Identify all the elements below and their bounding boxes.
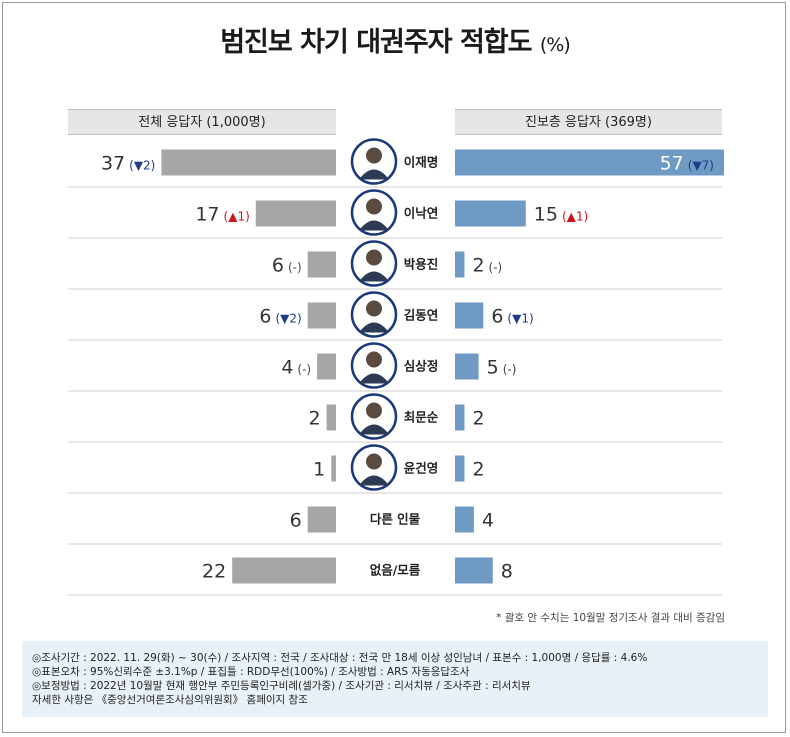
right-value-label: 6 (▼1) <box>491 306 533 328</box>
right-bar <box>455 353 479 380</box>
left-bar <box>317 353 336 380</box>
left-bar <box>307 251 336 278</box>
right-value-label: 8 <box>501 561 513 583</box>
left-bar <box>331 455 336 482</box>
left-bar <box>255 200 336 227</box>
right-value-label: 2 <box>472 459 484 481</box>
photo-body-shape <box>359 169 389 180</box>
left-value-label: 4 (-) <box>281 357 311 379</box>
chart-title: 범진보 차기 대권주자 적합도 (%) <box>0 20 790 59</box>
survey-info-line: 자세한 사항은 《중앙선거여론조사심의위원회》 홈페이지 참조 <box>32 694 308 706</box>
left-value-label: 22 <box>202 561 226 583</box>
candidate-name: 최문순 <box>404 410 439 425</box>
right-value-label: 4 <box>482 510 494 532</box>
candidate-name: 박용진 <box>404 257 439 272</box>
right-bar <box>455 557 493 584</box>
candidate-name: 심상정 <box>404 359 439 374</box>
left-value-label: 6 (▼2) <box>259 306 301 328</box>
left-value-label: 6 (-) <box>272 255 302 277</box>
photo-head-shape <box>366 249 382 266</box>
right-value-label: 2 <box>472 408 484 430</box>
photo-head-shape <box>366 453 382 470</box>
left-value-label: 37 (▼2) <box>101 153 155 175</box>
candidate-name: 윤건영 <box>404 461 439 476</box>
photo-body-shape <box>359 220 389 231</box>
photo-head-shape <box>366 351 382 368</box>
survey-info-line: ◎표본오차 : 95%신뢰수준 ±3.1%p / 표집틀 : RDD무선(100… <box>32 666 470 678</box>
candidate-name: 이재명 <box>404 155 439 170</box>
right-value-label: 5 (-) <box>487 357 517 379</box>
photo-body-shape <box>359 475 389 486</box>
right-bar <box>455 506 474 533</box>
photo-head-shape <box>366 402 382 419</box>
left-bar <box>161 149 336 176</box>
photo-body-shape <box>359 271 389 282</box>
left-value-label: 17 (▲1) <box>195 204 249 226</box>
photo-head-shape <box>366 300 382 317</box>
photo-body-shape <box>359 322 389 333</box>
right-bar <box>455 455 465 482</box>
survey-info-line: ◎조사기간 : 2022. 11. 29(화) ~ 30(수) / 조사지역 :… <box>32 652 648 664</box>
left-bar <box>307 506 336 533</box>
survey-info-line: ◎보정방법 : 2022년 10월말 현재 행안부 주민등록인구비례(셀가중) … <box>32 680 531 692</box>
candidate-name: 이낙연 <box>404 206 439 221</box>
left-value-label: 1 <box>313 459 325 481</box>
survey-info-box: ◎조사기간 : 2022. 11. 29(화) ~ 30(수) / 조사지역 :… <box>22 641 768 717</box>
right-bar <box>455 404 465 431</box>
right-bar <box>455 149 724 176</box>
photo-head-shape <box>366 198 382 215</box>
photo-head-shape <box>366 147 382 164</box>
candidate-name: 김동연 <box>404 308 439 323</box>
footnote: * 괄호 안 수치는 10월말 정기조사 결과 대비 증감임 <box>496 612 725 624</box>
right-bar <box>455 302 484 329</box>
photo-body-shape <box>359 424 389 435</box>
right-value-label: 15 (▲1) <box>534 204 588 226</box>
category-name: 없음/모름 <box>370 563 421 578</box>
title-text: 범진보 차기 대권주자 적합도 <box>220 27 532 58</box>
right-bar <box>455 200 526 227</box>
left-value-label: 2 <box>308 408 320 430</box>
left-bar <box>232 557 336 584</box>
right-series-header: 진보층 응답자 (369명) <box>455 109 722 135</box>
right-value-label: 57 (▼7) <box>660 153 714 175</box>
title-unit: (%) <box>539 34 571 56</box>
left-bar <box>307 302 336 329</box>
photo-body-shape <box>359 373 389 384</box>
category-name: 다른 인물 <box>370 512 421 527</box>
left-bar <box>326 404 336 431</box>
right-bar <box>455 251 465 278</box>
left-series-header: 전체 응답자 (1,000명) <box>68 109 336 135</box>
right-value-label: 2 (-) <box>472 255 502 277</box>
left-value-label: 6 <box>290 510 302 532</box>
